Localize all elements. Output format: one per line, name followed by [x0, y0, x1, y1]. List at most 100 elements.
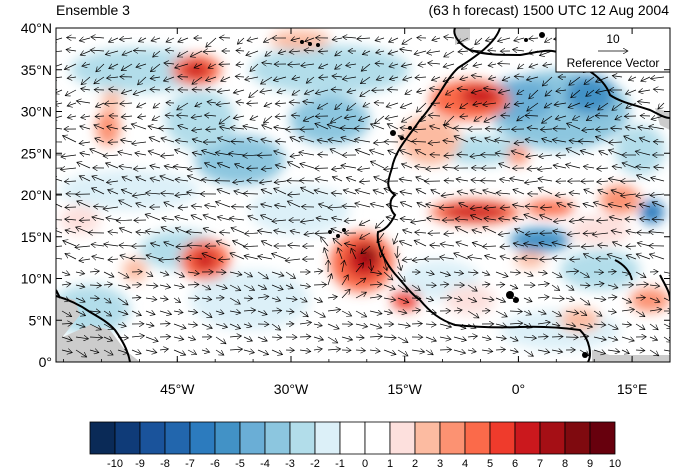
- wind-vector: [332, 177, 343, 181]
- wind-vector: [67, 38, 77, 39]
- wind-vector: [454, 253, 469, 260]
- wind-vector: [191, 206, 203, 207]
- wind-vector: [187, 272, 199, 274]
- wind-vector: [509, 298, 519, 300]
- wind-vector: [383, 298, 396, 300]
- lat-label: 0°: [39, 354, 52, 370]
- lat-label: 5°N: [29, 312, 53, 328]
- wind-vector: [61, 310, 72, 317]
- wind-vector: [56, 127, 63, 130]
- wind-vector: [383, 311, 393, 313]
- wind-vector: [598, 245, 609, 246]
- wind-vector: [565, 271, 579, 272]
- wind-vector: [389, 77, 399, 80]
- wind-vector: [164, 202, 175, 208]
- wind-vector: [187, 284, 199, 285]
- wind-vector: [608, 204, 623, 207]
- colorbar-label: -1: [335, 458, 345, 470]
- wind-vector: [271, 337, 282, 338]
- wind-vector: [584, 189, 595, 195]
- wind-vector: [150, 89, 161, 90]
- wind-vector: [360, 76, 371, 84]
- wind-vector: [235, 164, 245, 168]
- wind-vector: [80, 51, 91, 55]
- wind-vector: [484, 207, 497, 208]
- wind-vector: [92, 176, 105, 182]
- wind-vector: [418, 64, 427, 65]
- wind-vector: [192, 76, 203, 84]
- wind-vector: [425, 272, 434, 274]
- wind-vector: [485, 138, 497, 142]
- wind-vector: [483, 190, 497, 194]
- wind-vector: [597, 181, 609, 182]
- wind-vector: [552, 140, 567, 142]
- wind-vector: [650, 77, 665, 79]
- gulf-of-guinea-land: [592, 350, 670, 362]
- wind-vector: [187, 311, 198, 313]
- wind-vector: [291, 115, 301, 116]
- wind-vector: [76, 101, 91, 103]
- wind-vector: [461, 63, 469, 70]
- wind-vector: [444, 233, 455, 234]
- wind-vector: [400, 202, 413, 208]
- wind-vector: [415, 77, 427, 78]
- wind-vector: [243, 246, 259, 247]
- wind-vector: [257, 337, 267, 341]
- wind-vector: [518, 64, 525, 69]
- wind-vector: [439, 207, 455, 208]
- wind-vector: [79, 176, 91, 182]
- wind-vector: [303, 115, 315, 121]
- wind-vector: [218, 259, 231, 260]
- wind-vector: [233, 116, 245, 118]
- wind-vector: [173, 349, 186, 355]
- wind-vector: [56, 38, 63, 41]
- wind-vector: [485, 38, 497, 41]
- wind-vector: [304, 233, 315, 235]
- wind-vector: [389, 38, 399, 42]
- wind-vector: [444, 155, 455, 156]
- wind-vector: [523, 324, 532, 328]
- wind-vector: [611, 128, 623, 129]
- wind-vector: [285, 285, 293, 289]
- wind-vector: [460, 77, 469, 80]
- wind-vector: [243, 155, 259, 156]
- wind-vector: [245, 77, 259, 80]
- colorbar-box: [314, 421, 341, 455]
- colorbar-box: [464, 421, 491, 455]
- wind-vector: [265, 50, 273, 56]
- wind-vector: [553, 220, 567, 222]
- wind-vector: [354, 128, 371, 129]
- wind-vector: [244, 256, 259, 259]
- wind-vector: [65, 230, 77, 233]
- wind-vector: [299, 152, 315, 155]
- colorbar-box: [264, 421, 291, 455]
- wind-vector: [495, 285, 505, 286]
- wind-vector: [342, 260, 344, 273]
- wind-vector: [579, 297, 590, 305]
- wind-vector: [328, 140, 343, 143]
- wind-vector: [300, 220, 315, 222]
- wind-vector: [190, 50, 203, 57]
- wind-vector: [495, 310, 507, 317]
- wind-vector: [402, 259, 413, 260]
- wind-vector: [262, 125, 273, 129]
- wind-vector: [219, 232, 231, 233]
- wind-vector: [488, 64, 497, 66]
- wind-vector: [344, 116, 357, 118]
- wind-vector: [146, 193, 161, 194]
- wind-vector: [537, 297, 549, 298]
- wind-vector: [472, 230, 483, 233]
- wind-vector: [639, 138, 651, 142]
- wind-vector: [527, 168, 539, 169]
- wind-vector: [663, 350, 670, 352]
- wind-vector: [107, 126, 119, 129]
- colorbar-label: 6: [512, 458, 518, 470]
- wind-vector: [231, 141, 245, 142]
- wind-vector: [331, 229, 343, 234]
- wind-vector: [443, 64, 455, 67]
- wind-vector: [453, 350, 466, 353]
- wind-vector: [233, 181, 245, 183]
- wind-vector: [145, 231, 161, 233]
- colorbar-label: 1: [387, 458, 393, 470]
- wind-vector: [67, 116, 77, 118]
